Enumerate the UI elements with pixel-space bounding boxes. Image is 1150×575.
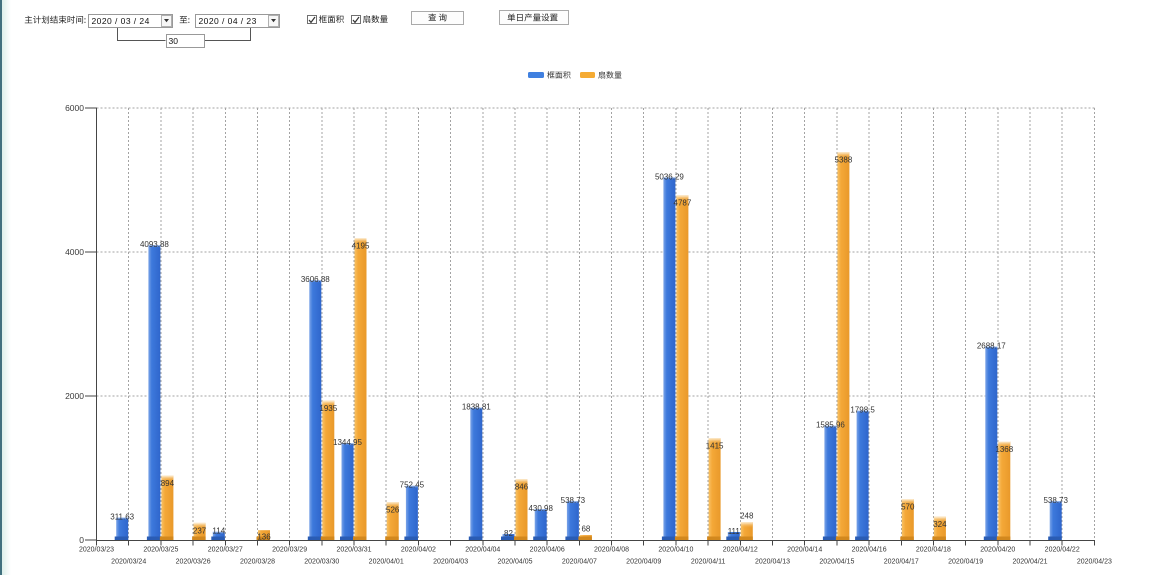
svg-text:2020/04/14: 2020/04/14 <box>787 547 822 554</box>
svg-text:2020/04/16: 2020/04/16 <box>852 547 887 554</box>
svg-text:111: 111 <box>728 527 741 536</box>
svg-text:2020/03/23: 2020/03/23 <box>79 547 114 554</box>
svg-text:2020/03/24: 2020/03/24 <box>111 559 146 566</box>
svg-text:2020/04/19: 2020/04/19 <box>948 559 983 566</box>
svg-text:5388: 5388 <box>835 156 853 165</box>
svg-text:2020/04/18: 2020/04/18 <box>916 547 951 554</box>
svg-text:2020/04/08: 2020/04/08 <box>594 547 629 554</box>
svg-text:894: 894 <box>161 479 175 488</box>
svg-text:752.45: 752.45 <box>400 481 425 490</box>
svg-text:1798.5: 1798.5 <box>850 405 875 414</box>
svg-text:2020/04/09: 2020/04/09 <box>626 559 661 566</box>
svg-text:2020/04/21: 2020/04/21 <box>1012 559 1047 566</box>
svg-text:114: 114 <box>212 527 225 536</box>
svg-text:3606.88: 3606.88 <box>301 275 330 284</box>
svg-text:2020/04/22: 2020/04/22 <box>1045 547 1080 554</box>
svg-text:538.73: 538.73 <box>1043 496 1068 505</box>
svg-text:248: 248 <box>740 512 754 521</box>
svg-text:2020/04/01: 2020/04/01 <box>369 559 404 566</box>
svg-text:2020/04/10: 2020/04/10 <box>658 547 693 554</box>
svg-text:2020/04/13: 2020/04/13 <box>755 559 790 566</box>
svg-text:2020/04/12: 2020/04/12 <box>723 547 758 554</box>
svg-text:4093.88: 4093.88 <box>140 240 169 249</box>
svg-text:2020/04/04: 2020/04/04 <box>465 547 500 554</box>
svg-text:2000: 2000 <box>65 391 84 401</box>
svg-text:2020/04/06: 2020/04/06 <box>530 547 565 554</box>
svg-text:4195: 4195 <box>352 241 370 250</box>
svg-text:1935: 1935 <box>319 404 337 413</box>
svg-text:4000: 4000 <box>65 247 84 257</box>
svg-text:0: 0 <box>79 535 84 545</box>
svg-text:2020/03/30: 2020/03/30 <box>304 559 339 566</box>
svg-text:237: 237 <box>193 526 207 535</box>
svg-text:2688.17: 2688.17 <box>977 341 1006 350</box>
svg-text:430.98: 430.98 <box>528 504 553 513</box>
svg-text:1415: 1415 <box>706 442 724 451</box>
svg-text:2020/03/28: 2020/03/28 <box>240 559 275 566</box>
svg-text:82: 82 <box>504 529 513 538</box>
svg-text:1838.81: 1838.81 <box>462 403 491 412</box>
svg-text:2020/03/31: 2020/03/31 <box>336 547 371 554</box>
svg-text:538.73: 538.73 <box>561 496 586 505</box>
svg-text:1585.96: 1585.96 <box>816 421 845 430</box>
svg-text:526: 526 <box>386 506 400 515</box>
svg-text:1344.95: 1344.95 <box>333 438 362 447</box>
svg-text:570: 570 <box>901 502 915 511</box>
svg-text:2020/03/26: 2020/03/26 <box>176 559 211 566</box>
svg-text:311.63: 311.63 <box>110 513 134 522</box>
svg-text:2020/04/07: 2020/04/07 <box>562 559 597 566</box>
svg-text:2020/04/03: 2020/04/03 <box>433 559 468 566</box>
svg-text:2020/04/15: 2020/04/15 <box>819 559 854 566</box>
svg-text:2020/03/25: 2020/03/25 <box>143 547 178 554</box>
svg-text:846: 846 <box>515 483 529 492</box>
svg-text:2020/03/29: 2020/03/29 <box>272 547 307 554</box>
svg-text:2020/04/20: 2020/04/20 <box>980 547 1015 554</box>
svg-text:2020/04/17: 2020/04/17 <box>884 559 919 566</box>
svg-text:136: 136 <box>257 532 271 541</box>
svg-text:68: 68 <box>581 525 590 534</box>
svg-text:2020/03/27: 2020/03/27 <box>208 547 243 554</box>
svg-text:2020/04/11: 2020/04/11 <box>691 559 726 566</box>
svg-text:324: 324 <box>933 520 947 529</box>
svg-text:2020/04/05: 2020/04/05 <box>497 559 532 566</box>
svg-text:5036.29: 5036.29 <box>655 172 684 181</box>
svg-text:2020/04/02: 2020/04/02 <box>401 547 436 554</box>
svg-text:2020/04/23: 2020/04/23 <box>1077 559 1112 566</box>
svg-text:1368: 1368 <box>995 445 1013 454</box>
svg-text:4787: 4787 <box>674 199 692 208</box>
svg-text:6000: 6000 <box>65 103 84 113</box>
